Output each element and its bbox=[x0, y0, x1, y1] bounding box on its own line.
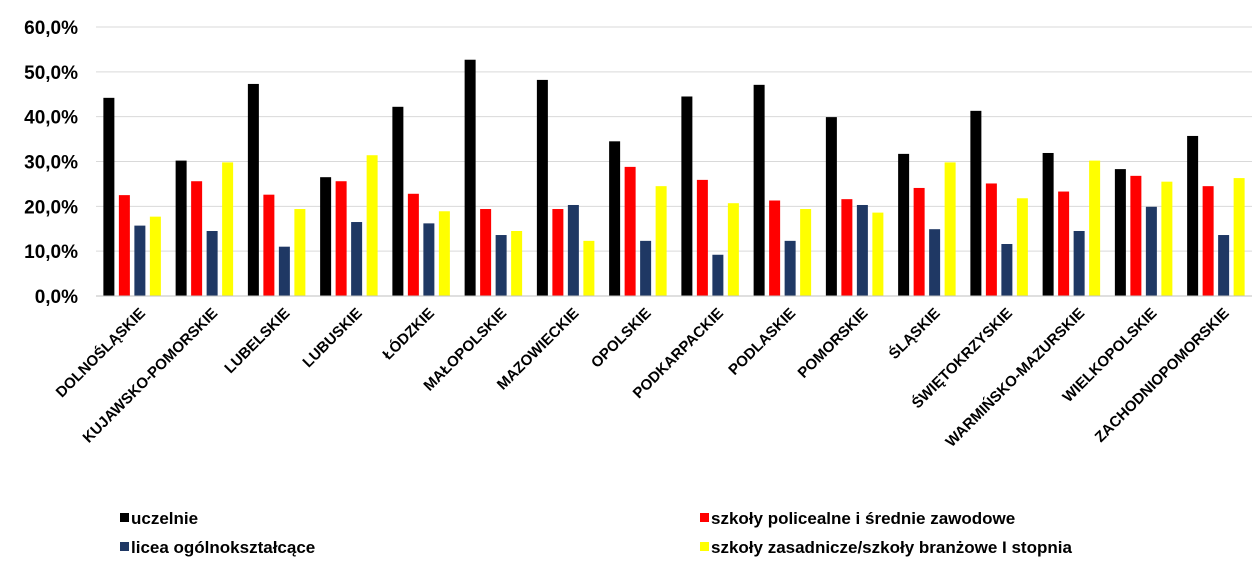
x-tick-label: LUBELSKIE bbox=[221, 305, 293, 377]
bar bbox=[1161, 181, 1173, 296]
legend-swatch bbox=[700, 513, 709, 522]
bar bbox=[1089, 160, 1101, 296]
bar bbox=[438, 211, 450, 296]
bar bbox=[913, 187, 925, 296]
x-tick-label: ZACHODNIOPOMORSKIE bbox=[1092, 305, 1233, 446]
bar bbox=[118, 195, 130, 296]
bar bbox=[206, 230, 218, 296]
bar bbox=[753, 84, 765, 297]
bar bbox=[247, 83, 259, 297]
bar bbox=[175, 160, 187, 296]
bar bbox=[191, 181, 203, 296]
bar bbox=[1073, 230, 1085, 296]
bar bbox=[769, 200, 781, 296]
bar bbox=[1058, 191, 1070, 296]
bar bbox=[320, 177, 332, 296]
bar bbox=[366, 155, 378, 296]
bar bbox=[480, 209, 492, 296]
bar bbox=[825, 117, 837, 297]
x-tick-label: KUJAWSKO-POMORSKIE bbox=[80, 305, 222, 447]
bar bbox=[655, 186, 667, 296]
bar bbox=[149, 216, 161, 296]
bar bbox=[335, 181, 347, 296]
legend-swatch bbox=[120, 542, 129, 551]
bar bbox=[609, 141, 621, 296]
bar bbox=[985, 183, 997, 296]
bar bbox=[784, 240, 796, 296]
y-tick-label: 20,0% bbox=[24, 197, 78, 218]
bar bbox=[640, 240, 652, 296]
bar bbox=[929, 229, 941, 296]
bar bbox=[222, 162, 234, 296]
bar bbox=[1001, 243, 1013, 296]
bar bbox=[495, 235, 507, 296]
bar bbox=[263, 194, 275, 296]
bar bbox=[727, 203, 739, 296]
bar bbox=[511, 230, 523, 296]
bar bbox=[1130, 175, 1142, 296]
bar bbox=[407, 193, 419, 296]
bar bbox=[1187, 135, 1199, 296]
bar bbox=[583, 240, 595, 296]
y-tick-label: 30,0% bbox=[24, 153, 78, 174]
y-tick-label: 60,0% bbox=[24, 18, 78, 39]
bar bbox=[898, 153, 910, 296]
legend-swatch bbox=[700, 542, 709, 551]
bar bbox=[423, 223, 435, 296]
bar bbox=[712, 254, 724, 296]
x-tick-label: POMORSKIE bbox=[795, 305, 872, 382]
bar bbox=[1233, 178, 1245, 296]
bar bbox=[944, 162, 956, 296]
bar bbox=[1042, 152, 1054, 296]
bar bbox=[392, 106, 404, 296]
x-tick-label: LUBUSKIE bbox=[299, 305, 365, 371]
y-tick-label: 40,0% bbox=[24, 108, 78, 129]
legend-label: licea ogólnokształcące bbox=[131, 538, 315, 557]
bar bbox=[536, 79, 548, 296]
bars bbox=[103, 59, 1245, 297]
bar bbox=[278, 246, 290, 296]
bar bbox=[970, 110, 982, 296]
bar bbox=[696, 179, 708, 296]
y-tick-label: 0,0% bbox=[35, 287, 78, 308]
bar bbox=[872, 212, 884, 296]
x-tick-label: WARMIŃSKO-MAZURSKIE bbox=[942, 305, 1088, 451]
legend-label: szkoły zasadnicze/szkoły branżowe I stop… bbox=[711, 538, 1072, 557]
bar bbox=[841, 199, 853, 296]
bar bbox=[103, 97, 115, 296]
y-axis-ticks: 0,0% 10,0% 20,0% 30,0% 40,0% 50,0% 60,0% bbox=[24, 18, 78, 308]
y-tick-label: 50,0% bbox=[24, 63, 78, 84]
bar bbox=[1114, 169, 1126, 296]
bar bbox=[800, 209, 812, 296]
bar bbox=[1218, 235, 1230, 296]
legend: uczelnie szkoły policealne i średnie zawo… bbox=[120, 509, 1072, 557]
x-tick-label: OPOLSKIE bbox=[588, 305, 655, 372]
bar bbox=[624, 166, 636, 296]
legend-swatch bbox=[120, 513, 129, 522]
x-tick-label: ŁÓDZKIE bbox=[379, 304, 438, 363]
bar bbox=[552, 209, 564, 296]
legend-label: szkoły policealne i średnie zawodowe bbox=[711, 509, 1015, 528]
bar bbox=[464, 59, 476, 296]
x-tick-label: ŚLĄSKIE bbox=[885, 304, 944, 363]
x-tick-label: PODLASKIE bbox=[725, 305, 799, 379]
bar bbox=[1016, 198, 1028, 296]
y-tick-label: 10,0% bbox=[24, 242, 78, 263]
bar bbox=[681, 96, 693, 296]
bar bbox=[351, 222, 363, 296]
bar bbox=[856, 204, 868, 296]
bar bbox=[134, 225, 146, 296]
bar bbox=[567, 204, 579, 296]
bar bbox=[1145, 206, 1157, 296]
legend-label: uczelnie bbox=[131, 509, 198, 528]
bar bbox=[294, 209, 306, 296]
bar bbox=[1202, 186, 1214, 296]
